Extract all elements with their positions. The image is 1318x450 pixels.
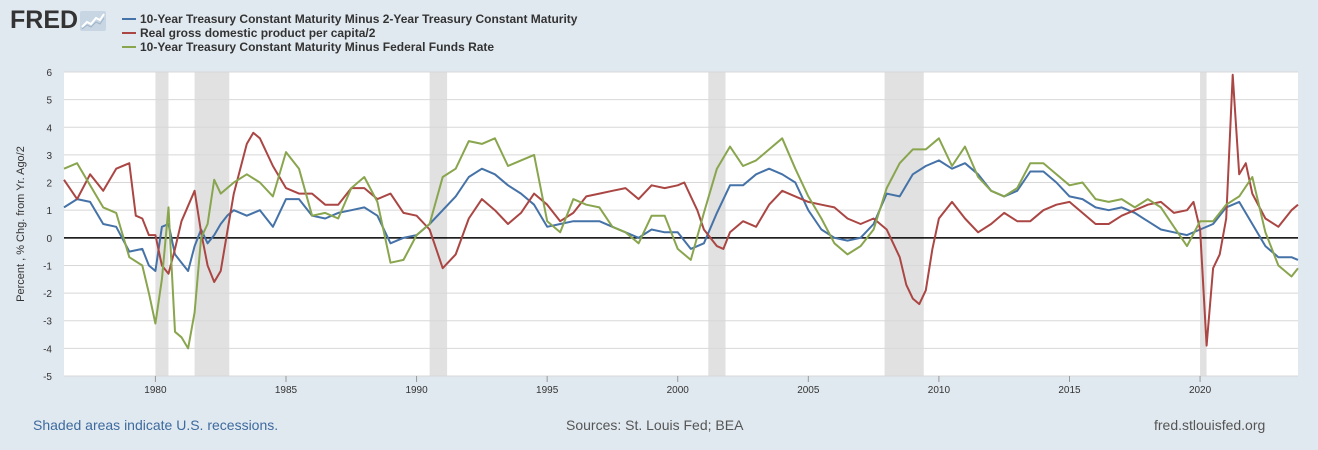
gridlines <box>64 71 1298 377</box>
y-tick-label: 1 <box>46 206 52 217</box>
y-tick-label: 0 <box>46 234 52 245</box>
series-line-1[interactable] <box>63 159 1299 272</box>
legend-swatch-series-1 <box>122 18 136 20</box>
y-tick-label: -5 <box>43 372 52 383</box>
legend-item-series-2[interactable]: Real gross domestic product per capita/2 <box>122 26 577 40</box>
legend-label-series-2: Real gross domestic product per capita/2 <box>140 26 376 40</box>
y-tick-label: -4 <box>43 344 52 355</box>
x-tick-label: 1990 <box>405 385 428 396</box>
legend-swatch-series-2 <box>122 32 136 34</box>
recession-band-3 <box>429 72 448 376</box>
y-tick-label: -1 <box>43 261 52 272</box>
x-axis-ticks: 1980 1985 1990 1995 2000 2005 2010 2015 2020 <box>144 376 1212 396</box>
recession-note-link[interactable]: Shaded areas indicate U.S. recessions. <box>33 417 279 433</box>
y-tick-label: -2 <box>43 289 52 300</box>
site-link[interactable]: fred.stlouisfed.org <box>1154 417 1266 433</box>
legend-item-series-1[interactable]: 10-Year Treasury Constant Maturity Minus… <box>122 12 577 26</box>
plot-area <box>64 72 1298 376</box>
series-line-2[interactable] <box>63 73 1299 347</box>
recession-band-4 <box>708 72 726 376</box>
y-tick-label: 2 <box>46 179 52 190</box>
series-line-3[interactable] <box>63 137 1299 350</box>
legend-label-series-1: 10-Year Treasury Constant Maturity Minus… <box>140 12 578 26</box>
legend-item-series-3[interactable]: 10-Year Treasury Constant Maturity Minus… <box>122 40 577 54</box>
x-tick-label: 1980 <box>144 385 167 396</box>
y-tick-label: 5 <box>46 96 52 107</box>
x-tick-label: 2015 <box>1058 385 1081 396</box>
legend-label-series-3: 10-Year Treasury Constant Maturity Minus… <box>140 40 495 54</box>
recession-band-5 <box>884 72 924 376</box>
chart-legend: 10-Year Treasury Constant Maturity Minus… <box>122 12 577 54</box>
series-lines <box>63 73 1299 350</box>
x-tick-label: 1995 <box>536 385 559 396</box>
y-axis-ticks: 6 5 4 3 2 1 0 -1 -2 -3 -4 -5 <box>43 68 52 383</box>
recession-band-6 <box>1200 72 1207 376</box>
x-tick-label: 2005 <box>797 385 820 396</box>
y-tick-label: 4 <box>46 123 52 134</box>
x-tick-label: 2010 <box>928 385 951 396</box>
y-tick-label: 3 <box>46 151 52 162</box>
x-tick-label: 2000 <box>667 385 690 396</box>
fred-logo-text: FRED <box>10 6 79 34</box>
y-axis-title: Percent , % Chg. from Yr. Ago/2 <box>15 146 27 302</box>
chart-line-icon <box>80 10 107 31</box>
y-tick-label: 6 <box>46 68 52 79</box>
x-tick-label: 2020 <box>1189 385 1212 396</box>
legend-swatch-series-3 <box>122 46 136 48</box>
fred-logo[interactable]: FRED <box>10 6 107 35</box>
y-tick-label: -3 <box>43 317 52 328</box>
sources-text: Sources: St. Louis Fed; BEA <box>566 417 744 433</box>
x-tick-label: 1985 <box>275 385 298 396</box>
